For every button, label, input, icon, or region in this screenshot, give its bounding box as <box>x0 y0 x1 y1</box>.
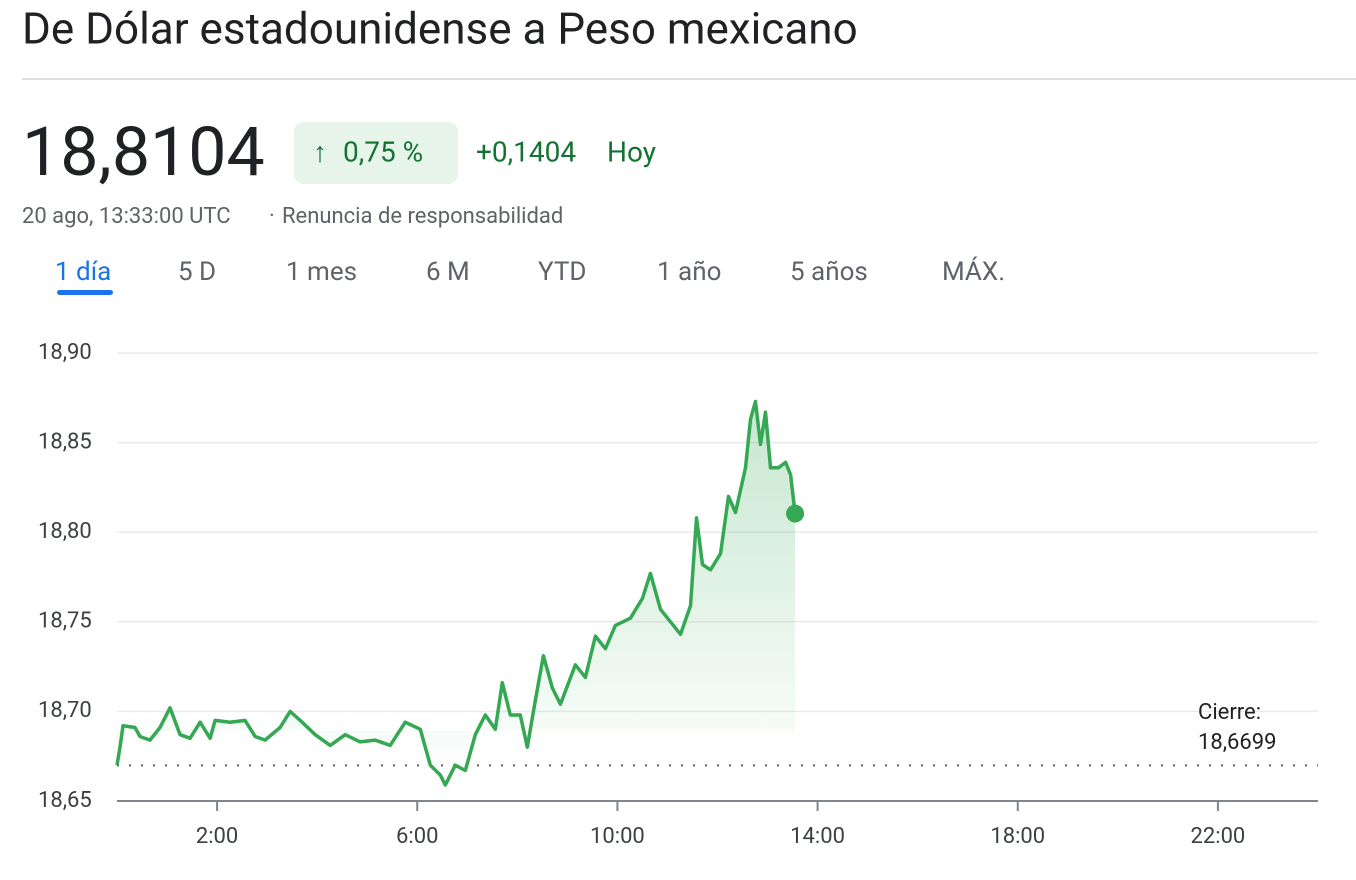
tab[interactable]: 1 mes <box>286 257 357 287</box>
y-tick-label: 18,85 <box>38 429 92 454</box>
y-tick-label: 18,90 <box>38 340 92 365</box>
area-fill <box>117 401 796 785</box>
tab[interactable]: YTD <box>538 257 586 287</box>
change-percent: 0,75 % <box>343 135 423 168</box>
page-title: De Dólar estadounidense a Peso mexicano <box>22 3 858 55</box>
price: 18,8104 <box>22 112 265 192</box>
previous-close-label: Cierre: <box>1198 700 1261 725</box>
price-line <box>115 399 797 787</box>
tab[interactable]: 5 años <box>790 257 868 287</box>
tab-bar: 1 día 5 D 1 mes 6 M YTD 1 año 5 años MÁX. <box>55 256 1005 295</box>
tab[interactable]: MÁX. <box>942 256 1005 287</box>
x-tick-label: 22:00 <box>1191 824 1246 849</box>
y-tick-label: 18,70 <box>38 698 92 723</box>
tab[interactable]: 5 D <box>178 257 216 287</box>
disclaimer[interactable]: Renuncia de responsabilidad <box>282 204 563 229</box>
current-point <box>786 504 805 523</box>
y-tick-label: 18,65 <box>38 788 92 813</box>
tab[interactable]: 1 día <box>55 257 111 287</box>
tab[interactable]: 6 M <box>426 257 470 287</box>
separator: · <box>269 204 275 229</box>
x-tick-label: 10:00 <box>590 824 645 849</box>
tab[interactable]: 1 año <box>657 257 721 287</box>
tab-indicator <box>57 290 113 295</box>
change-period: Hoy <box>607 135 656 168</box>
chart: 18,65 18,70 18,75 18,80 18,85 18,90 2:00 6:00 10… <box>38 340 1318 849</box>
y-tick-label: 18,80 <box>38 519 92 544</box>
timestamp: 20 ago, 13:33:00 UTC <box>22 204 231 229</box>
y-tick-label: 18,75 <box>38 609 92 634</box>
x-tick-label: 2:00 <box>196 824 238 849</box>
x-tick-label: 14:00 <box>790 824 845 849</box>
change-arrow: ↑ <box>313 135 327 168</box>
previous-close-value: 18,6699 <box>1198 730 1277 755</box>
x-tick-label: 18:00 <box>990 824 1045 849</box>
change-badge <box>294 122 458 184</box>
x-tick-label: 6:00 <box>396 824 438 849</box>
change-value: +0,1404 <box>476 135 576 168</box>
